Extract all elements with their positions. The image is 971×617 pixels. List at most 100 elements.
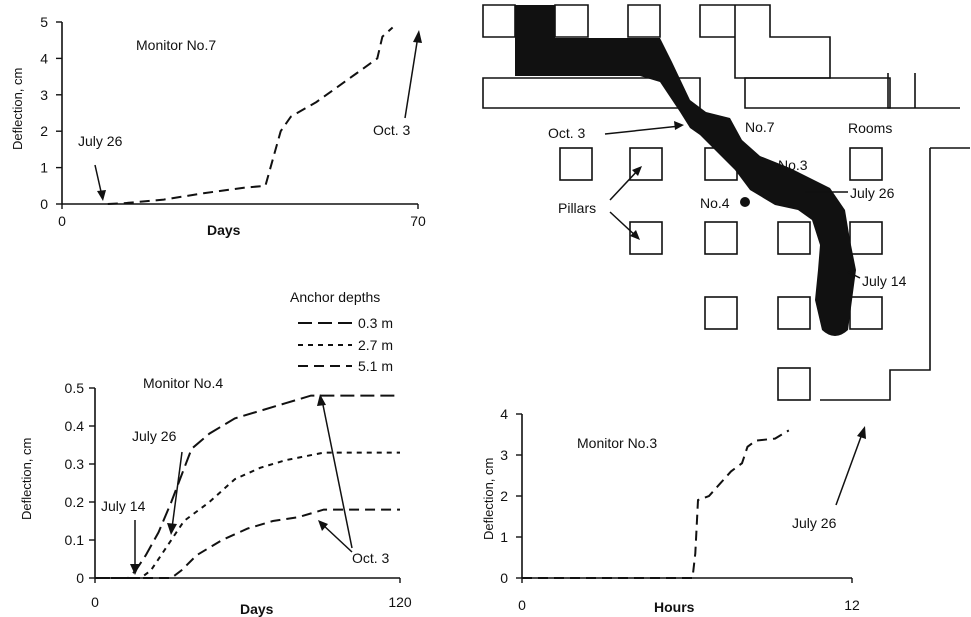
x-tick-label: 12 bbox=[844, 597, 860, 613]
map-label-no4: No.4 bbox=[700, 195, 730, 211]
map-pillar bbox=[777, 367, 811, 401]
map-label-july26: July 26 bbox=[850, 185, 895, 201]
map-arrowhead-pillars-1 bbox=[632, 166, 642, 176]
legend: Anchor depths 0.3 m 2.7 m 5.1 m bbox=[290, 289, 393, 374]
x-tick-label: 0 bbox=[518, 597, 526, 613]
legend-title: Anchor depths bbox=[290, 289, 380, 305]
y-tick-label: 3 bbox=[40, 87, 48, 103]
annotation-july14: July 14 bbox=[101, 498, 146, 514]
x-axis-label: Hours bbox=[654, 599, 695, 615]
y-tick-label: 2 bbox=[500, 488, 508, 504]
map-label-no7: No.7 bbox=[745, 119, 775, 135]
map-wall-top-right bbox=[699, 4, 831, 79]
x-axis-label: Days bbox=[207, 222, 241, 238]
map-arrow-pillars-1 bbox=[609, 167, 641, 201]
annotation-arrowhead-july26 bbox=[97, 190, 106, 201]
chart-monitor-no4: Monitor No.4 Days Deflection, cm 0 0.1 0.2… bbox=[19, 289, 412, 617]
map-arrow-july14 bbox=[847, 271, 861, 279]
map-pillar bbox=[627, 4, 661, 38]
chart-title: Monitor No.4 bbox=[143, 375, 223, 391]
annotation-arrow-oct3-a bbox=[321, 399, 353, 549]
annotation-july26: July 26 bbox=[792, 515, 837, 531]
annotation-arrowhead-july14 bbox=[130, 564, 140, 575]
x-axis-label: Days bbox=[240, 601, 274, 617]
legend-label-2.7m: 2.7 m bbox=[358, 337, 393, 353]
y-tick-label: 4 bbox=[500, 406, 508, 422]
map-pillar bbox=[849, 147, 883, 181]
y-axis-label: Deflection, cm bbox=[481, 458, 496, 540]
map-wall-top-left bbox=[482, 4, 516, 38]
annotation-arrowhead-oct3-a bbox=[317, 394, 326, 406]
tick-group: 0 1 2 3 4 5 0 70 bbox=[40, 14, 426, 229]
map-pillar bbox=[777, 296, 811, 330]
y-tick-label: 5 bbox=[40, 14, 48, 30]
annotation-arrowhead-oct3 bbox=[413, 30, 422, 43]
map-pillar bbox=[849, 221, 883, 255]
y-tick-label: 0 bbox=[76, 570, 84, 586]
y-tick-label: 0 bbox=[500, 570, 508, 586]
annotation-july26: July 26 bbox=[132, 428, 177, 444]
annotation-arrowhead-july26 bbox=[167, 523, 177, 535]
annotation-arrow-oct3-b bbox=[321, 523, 353, 553]
y-tick-label: 2 bbox=[40, 123, 48, 139]
y-tick-label: 4 bbox=[40, 50, 48, 66]
x-tick-label: 120 bbox=[388, 594, 412, 610]
map-pillar bbox=[777, 221, 811, 255]
legend-label-5.1m: 5.1 m bbox=[358, 358, 393, 374]
annotation-arrow-oct3 bbox=[404, 35, 419, 119]
series-line-2.7m bbox=[95, 451, 400, 579]
chart-title: Monitor No.3 bbox=[577, 435, 657, 451]
map-pillar bbox=[704, 221, 738, 255]
map-label-july14: July 14 bbox=[862, 273, 907, 289]
map-pillar bbox=[559, 147, 593, 181]
map-wall-right-corridor bbox=[744, 77, 891, 109]
map-pillar bbox=[554, 4, 589, 38]
x-tick-label: 0 bbox=[58, 213, 66, 229]
map-pillar bbox=[629, 221, 663, 255]
annotation-july26: July 26 bbox=[78, 133, 123, 149]
map-label-pillars: Pillars bbox=[558, 200, 596, 216]
collapse-zone bbox=[515, 5, 856, 336]
y-tick-label: 0 bbox=[40, 196, 48, 212]
series-line-5.1m bbox=[95, 508, 400, 579]
series-line bbox=[107, 26, 394, 205]
mine-map: Oct. 3 No.7 Rooms No.3 July 26 No.4 Pill… bbox=[482, 4, 970, 401]
x-tick-label: 70 bbox=[410, 213, 426, 229]
map-arrowhead-pillars-2 bbox=[630, 230, 640, 240]
tick-group: 0 0.1 0.2 0.3 0.4 0.5 0 120 bbox=[65, 380, 412, 610]
chart-monitor-no3: Monitor No.3 Hours Deflection, cm 012340… bbox=[481, 406, 866, 615]
y-tick-label: 1 bbox=[40, 160, 48, 176]
y-axis-label: Deflection, cm bbox=[10, 68, 25, 150]
x-tick-label: 0 bbox=[91, 594, 99, 610]
y-tick-label: 3 bbox=[500, 447, 508, 463]
y-tick-label: 0.2 bbox=[65, 494, 85, 510]
series-line bbox=[522, 429, 790, 579]
legend-label-0.3m: 0.3 m bbox=[358, 315, 393, 331]
annotation-arrow-july26 bbox=[171, 451, 183, 529]
map-label-oct3: Oct. 3 bbox=[548, 125, 586, 141]
map-wall-rooms bbox=[820, 73, 970, 401]
map-pillar bbox=[849, 296, 883, 330]
map-pillar bbox=[704, 296, 738, 330]
y-tick-label: 0.1 bbox=[65, 532, 85, 548]
y-tick-label: 0.3 bbox=[65, 456, 85, 472]
monitor-no4-dot bbox=[740, 197, 750, 207]
map-label-no3: No.3 bbox=[778, 157, 808, 173]
annotation-oct3: Oct. 3 bbox=[373, 122, 411, 138]
y-tick-label: 0.5 bbox=[65, 380, 85, 396]
y-tick-label: 1 bbox=[500, 529, 508, 545]
chart-monitor-no7: Monitor No.7 Days Deflection, cm 0123450… bbox=[10, 14, 426, 238]
map-arrowhead-oct3 bbox=[674, 121, 684, 130]
y-axis-label: Deflection, cm bbox=[19, 438, 34, 520]
annotation-oct3: Oct. 3 bbox=[352, 550, 390, 566]
map-arrow-oct3 bbox=[604, 125, 681, 135]
annotation-arrowhead-oct3-b bbox=[318, 520, 328, 531]
annotation-arrow-july26 bbox=[835, 433, 863, 506]
y-tick-label: 0.4 bbox=[65, 418, 85, 434]
map-pillar bbox=[629, 147, 663, 181]
map-label-rooms: Rooms bbox=[848, 120, 892, 136]
chart-title: Monitor No.7 bbox=[136, 37, 216, 53]
annotation-arrowhead-july26 bbox=[857, 426, 866, 439]
